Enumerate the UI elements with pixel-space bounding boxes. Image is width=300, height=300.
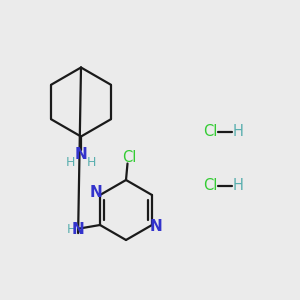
Text: H: H [87,155,96,169]
Text: H: H [233,178,244,194]
Text: N: N [72,222,85,237]
Text: N: N [90,185,103,200]
Text: H: H [233,124,244,140]
Text: Cl: Cl [203,124,217,140]
Text: H: H [67,223,76,236]
Text: Cl: Cl [203,178,217,194]
Text: Cl: Cl [122,150,136,165]
Text: N: N [75,147,87,162]
Text: N: N [149,219,162,234]
Text: H: H [66,155,75,169]
